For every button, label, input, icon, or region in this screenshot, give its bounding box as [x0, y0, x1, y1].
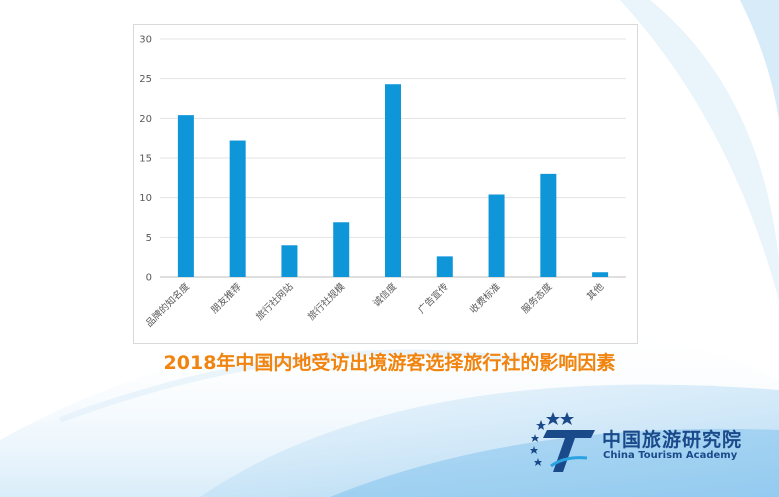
chart-title: 2018年中国内地受访出境游客选择旅行社的影响因素 — [163, 352, 616, 374]
bar — [540, 173, 557, 277]
bar — [281, 245, 298, 277]
y-tick-label: 10 — [139, 193, 152, 204]
x-tick-label: 旅行社网站 — [253, 280, 295, 322]
logo-name-cn: 中国旅游研究院 — [602, 429, 743, 451]
y-tick-label: 25 — [139, 74, 152, 85]
y-tick-label: 5 — [146, 233, 152, 244]
bar — [177, 115, 194, 277]
t-letter-icon — [543, 430, 595, 472]
y-tick-label: 20 — [139, 114, 152, 125]
x-tick-label: 品牌的知名度 — [143, 280, 192, 329]
y-tick-label: 15 — [139, 154, 152, 165]
bar-chart: 0 5 10 15 20 25 30 品牌的知名度 朋友推荐 旅行社网站 旅行社规模 诚信度 广告宣传收… — [139, 35, 626, 329]
chart-frame: 0 5 10 15 20 25 30 品牌的知名度 朋友推荐 旅行社网站 旅行社规模 诚信度 广告宣传收… — [133, 24, 638, 344]
bar — [385, 84, 401, 277]
x-tick-label: 其他 — [584, 280, 606, 302]
star-icon — [536, 420, 546, 430]
y-tick-label: 0 — [146, 273, 152, 284]
logo-emblem — [530, 412, 595, 472]
x-tick-label: 收费标准 — [467, 280, 503, 316]
star-icon — [530, 446, 538, 454]
bar — [333, 222, 350, 277]
bar — [592, 272, 609, 277]
star-icon — [546, 412, 560, 425]
star-icon — [534, 458, 542, 466]
x-tick-label: 诚信度 — [370, 280, 399, 309]
y-tick-label: 30 — [139, 35, 152, 46]
bar — [488, 194, 505, 277]
bar — [436, 256, 453, 277]
x-tick-label: 旅行社规模 — [305, 280, 347, 322]
star-icon — [531, 434, 539, 442]
x-tick-label: 广告宣传 — [416, 280, 452, 316]
star-icon — [560, 412, 574, 425]
logo-name-en: China Tourism Academy — [603, 450, 738, 461]
x-tick-label: 朋友推荐 — [208, 280, 244, 316]
bar — [229, 140, 246, 277]
x-tick-label: 服务态度 — [519, 280, 555, 316]
